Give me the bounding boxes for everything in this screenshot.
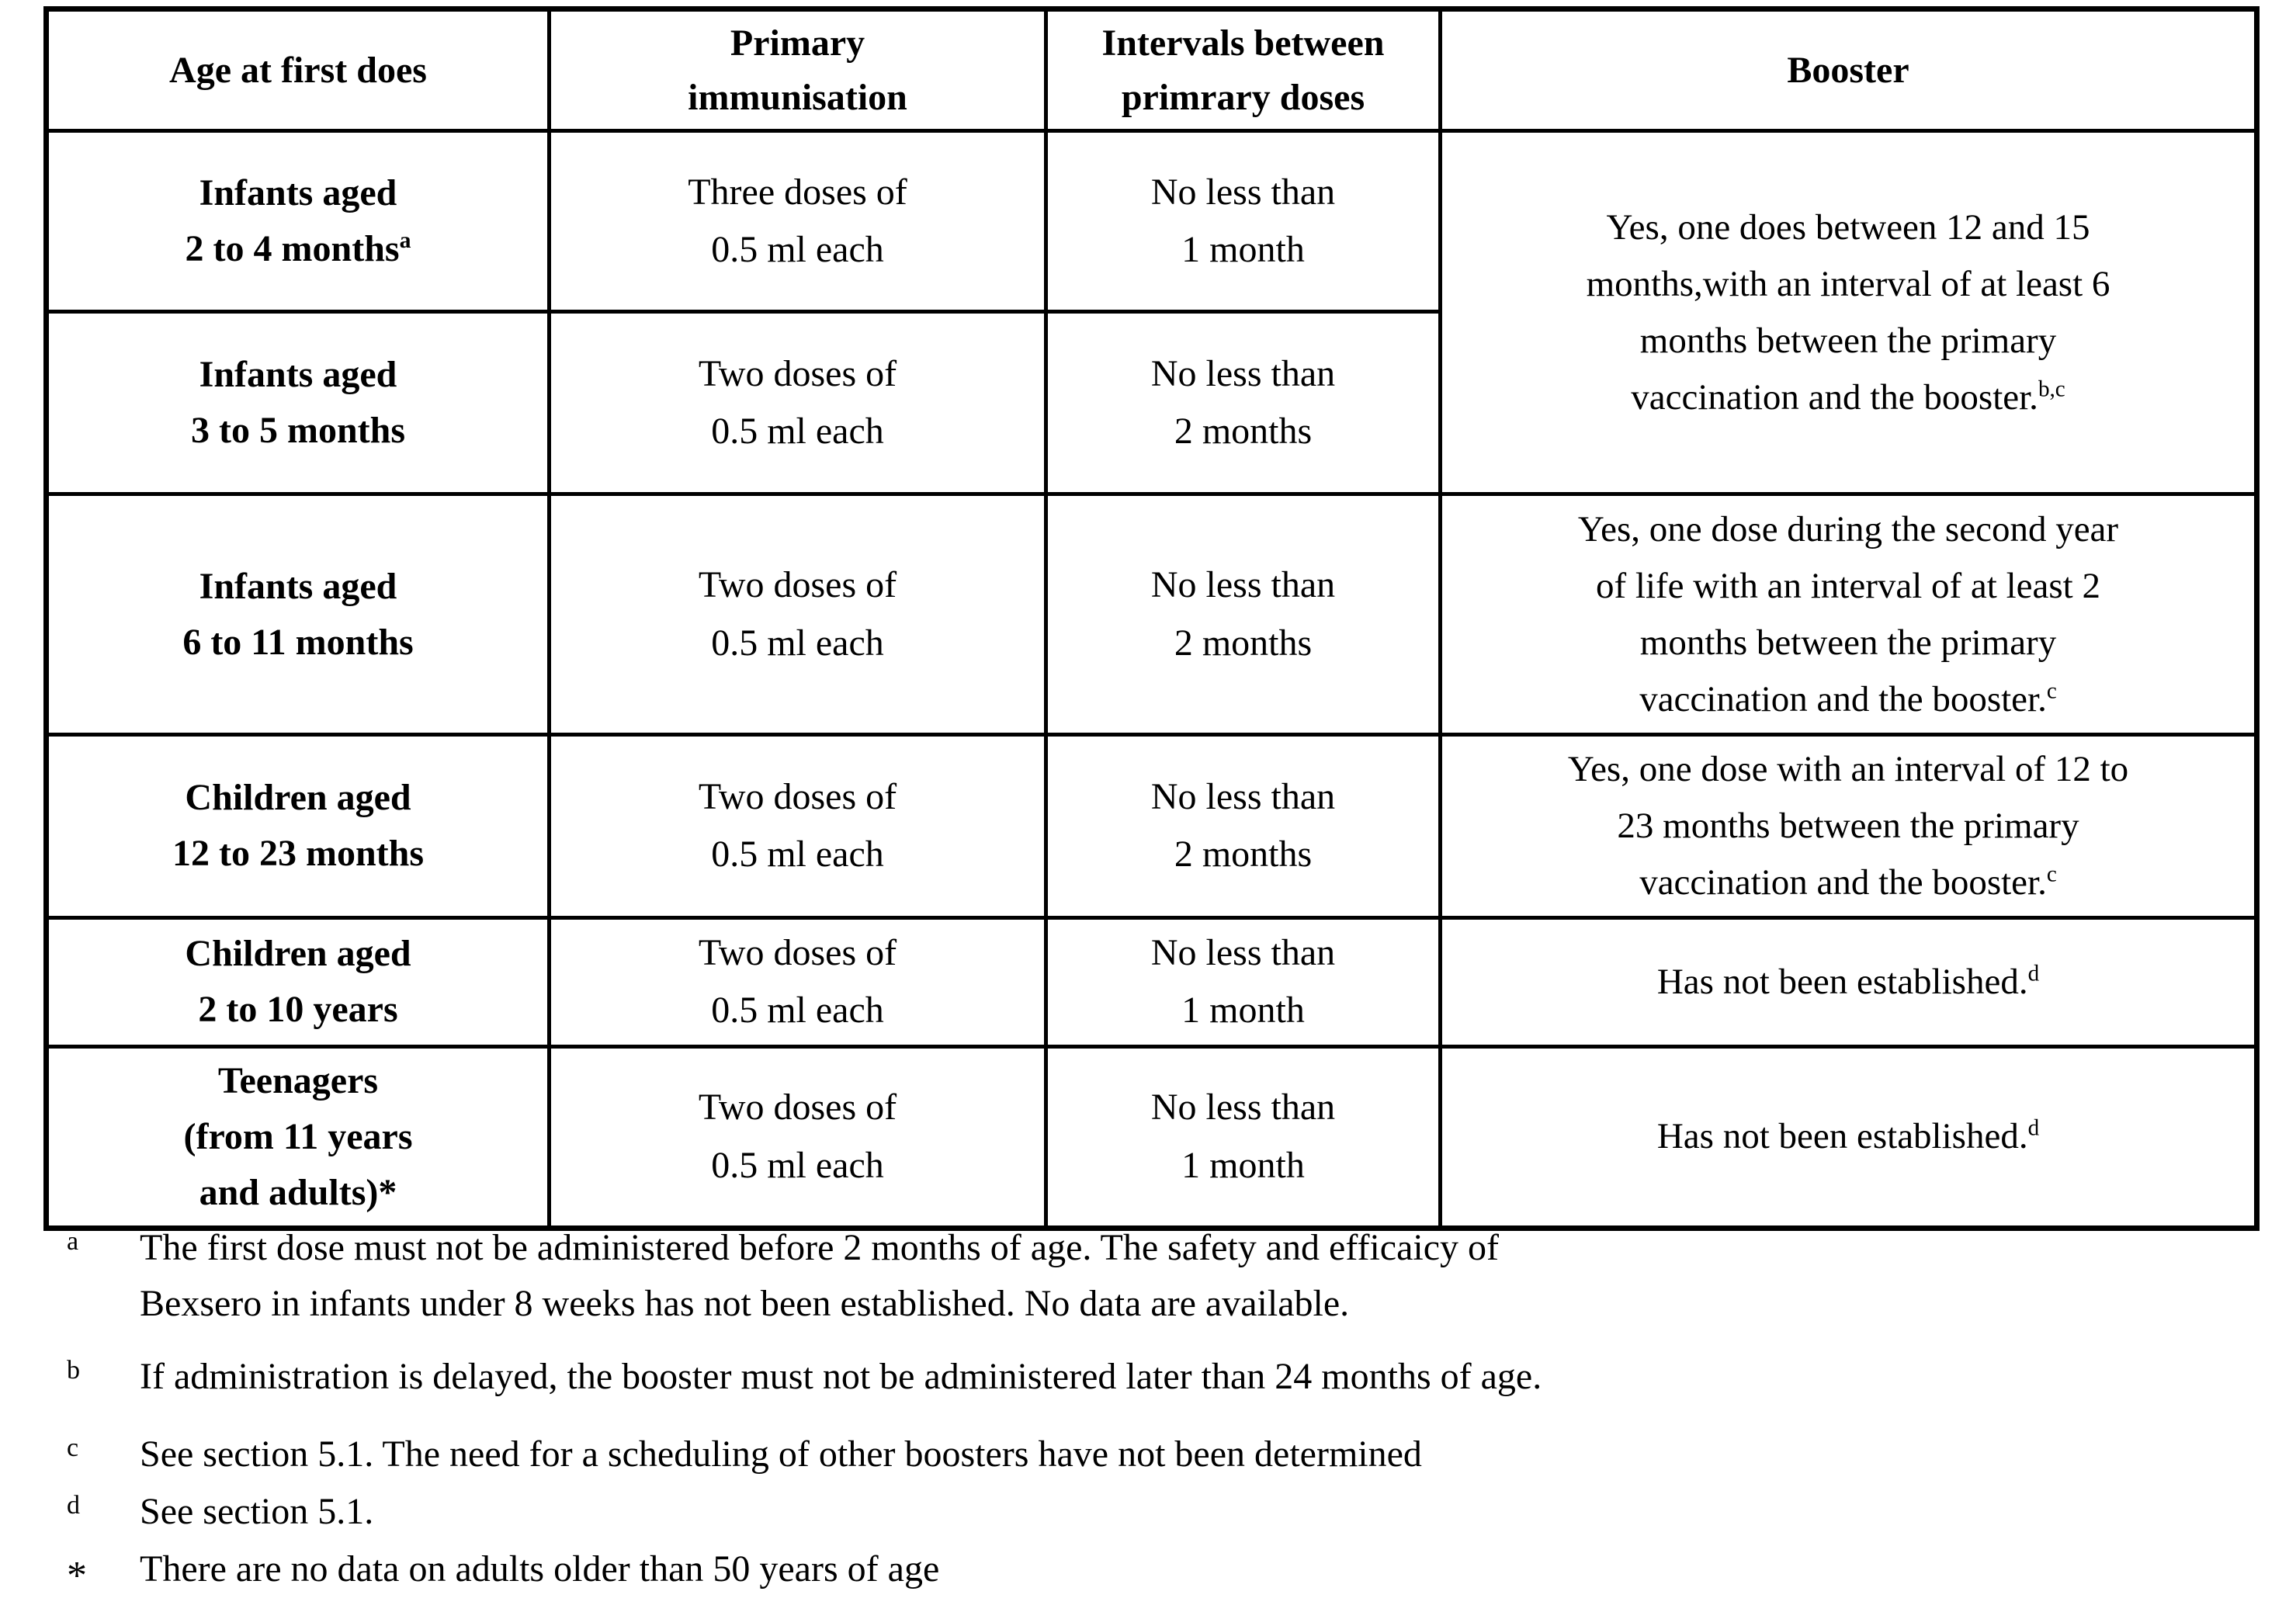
cell-age-children-2-10: Children aged 2 to 10 years [44, 915, 551, 1049]
cell-booster-infants-6-11: Yes, one dose during the second year of … [1438, 492, 2259, 737]
column-header-primary-immunisation: Primary immunisation [547, 6, 1048, 133]
footnote-ref-a: a [399, 227, 411, 254]
cell-age-infants-6-11: Infants aged 6 to 11 months [44, 492, 551, 737]
cell-interval-infants-6-11: No less than 2 months [1044, 492, 1442, 737]
cell-booster-teenagers: Has not been established.d [1438, 1044, 2259, 1230]
booster-text: Yes, one dose during the second year of … [1577, 509, 2119, 719]
footnote-marker-d: d [67, 1491, 80, 1520]
table-row-infants-6-11-months: Infants aged 6 to 11 months Two doses of… [44, 492, 2259, 737]
booster-text: Yes, one dose with an interval of 12 to … [1567, 749, 2129, 903]
cell-booster-infants-merged: Yes, one does between 12 and 15 months,w… [1438, 129, 2259, 497]
age-text: Infants aged 2 to 4 months [185, 172, 400, 270]
cell-interval-infants-3-5: No less than 2 months [1044, 310, 1442, 497]
cell-age-infants-3-5: Infants aged 3 to 5 months [44, 310, 551, 497]
table-row-infants-3-5-months: Infants aged 3 to 5 months Two doses of … [44, 310, 2257, 497]
cell-primary-infants-3-5: Two doses of 0.5 ml each [547, 310, 1048, 497]
footnote-text-c: See section 5.1. The need for a scheduli… [140, 1433, 1422, 1475]
cell-interval-children-2-10: No less than 1 month [1044, 915, 1442, 1049]
cell-interval-children-12-23: No less than 2 months [1044, 733, 1442, 920]
column-header-booster: Booster [1438, 6, 2259, 133]
primary-text: Two doses of 0.5 ml each [698, 564, 897, 664]
footnote-marker-c: c [67, 1433, 79, 1462]
age-text: Infants aged 6 to 11 months [182, 565, 414, 663]
column-header-primary-label: Primary immunisation [688, 23, 907, 118]
cell-age-children-12-23: Children aged 12 to 23 months [44, 733, 551, 920]
footnote-ref-bc: b,c [2038, 376, 2065, 401]
booster-text: Has not been established. [1656, 961, 2028, 1002]
table-row-infants-2-4-months: Infants aged 2 to 4 monthsa Three doses … [44, 129, 2259, 497]
footnote-text-d: See section 5.1. [140, 1491, 374, 1532]
primary-text: Two doses of 0.5 ml each [698, 352, 897, 452]
footnote-ref-d: d [2027, 961, 2040, 986]
column-header-age-label: Age at first does [169, 49, 427, 91]
primary-text: Two doses of 0.5 ml each [698, 1087, 897, 1186]
table-row-children-12-23-months: Children aged 12 to 23 months Two doses … [44, 733, 2259, 920]
cell-primary-children-12-23: Two doses of 0.5 ml each [547, 733, 1048, 920]
footnote-c: c See section 5.1. The need for a schedu… [56, 1427, 2090, 1482]
column-header-booster-label: Booster [1787, 49, 1909, 91]
footnote-ref-c: c [2046, 861, 2057, 887]
footnote-b: b If administration is delayed, the boos… [56, 1349, 2090, 1405]
footnote-text-a: The first dose must not be administered … [140, 1227, 1500, 1324]
interval-text: No less than 2 months [1150, 776, 1336, 875]
cell-interval-infants-2-4: No less than 1 month [1044, 129, 1442, 314]
header-row: Age at first does Primary immunisation I… [44, 6, 2259, 133]
age-text: Infants aged 3 to 5 months [190, 354, 406, 452]
footnote-text-asterisk: There are no data on adults older than 5… [140, 1548, 940, 1589]
footnote-ref-c: c [2046, 678, 2057, 703]
column-header-intervals-label: Intervals between primrary doses [1101, 23, 1385, 118]
interval-text: No less than 1 month [1150, 931, 1336, 1031]
primary-text: Two doses of 0.5 ml each [698, 931, 897, 1031]
cell-booster-children-12-23: Yes, one dose with an interval of 12 to … [1438, 733, 2259, 920]
cell-age-teenagers: Teenagers (from 11 years and adults)* [44, 1044, 551, 1230]
footnote-a: a The first dose must not be administere… [56, 1220, 2090, 1332]
booster-text: Yes, one does between 12 and 15 months,w… [1586, 207, 2110, 418]
cell-primary-infants-2-4: Three doses of 0.5 ml each [547, 129, 1048, 314]
cell-age-infants-2-4: Infants aged 2 to 4 monthsa [44, 129, 551, 314]
footnote-marker-asterisk: * [67, 1554, 87, 1598]
interval-text: No less than 1 month [1150, 1087, 1336, 1186]
age-text: Children aged 12 to 23 months [172, 777, 425, 875]
footnote-d: d See section 5.1. [56, 1484, 2090, 1540]
footnotes-section: a The first dose must not be administere… [56, 1220, 2090, 1600]
age-text: Teenagers (from 11 years and adults)* [183, 1059, 413, 1213]
interval-text: No less than 2 months [1150, 352, 1336, 452]
cell-primary-infants-6-11: Two doses of 0.5 ml each [547, 492, 1048, 737]
column-header-intervals: Intervals between primrary doses [1044, 6, 1442, 133]
column-header-age-at-first-dose: Age at first does [44, 6, 551, 133]
footnote-text-b: If administration is delayed, the booste… [140, 1356, 1542, 1397]
interval-text: No less than 1 month [1150, 171, 1336, 271]
cell-primary-teenagers: Two doses of 0.5 ml each [547, 1044, 1048, 1230]
footnote-ref-d: d [2027, 1115, 2040, 1141]
primary-text: Two doses of 0.5 ml each [698, 776, 897, 875]
table-row-children-2-10-years: Children aged 2 to 10 years Two doses of… [44, 915, 2259, 1049]
vaccination-schedule-table: Age at first does Primary immunisation I… [43, 6, 2260, 1231]
age-text: Children aged 2 to 10 years [185, 933, 411, 1031]
interval-text: No less than 2 months [1150, 564, 1336, 664]
footnote-marker-b: b [67, 1356, 80, 1385]
table-row-teenagers-adults: Teenagers (from 11 years and adults)* Tw… [44, 1044, 2259, 1230]
cell-booster-children-2-10: Has not been established.d [1438, 915, 2259, 1049]
cell-primary-children-2-10: Two doses of 0.5 ml each [547, 915, 1048, 1049]
booster-text: Has not been established. [1656, 1116, 2028, 1157]
cell-interval-teenagers: No less than 1 month [1044, 1044, 1442, 1230]
footnote-asterisk: * There are no data on adults older than… [56, 1541, 2090, 1600]
footnote-marker-a: a [67, 1227, 79, 1256]
primary-text: Three doses of 0.5 ml each [688, 171, 907, 271]
